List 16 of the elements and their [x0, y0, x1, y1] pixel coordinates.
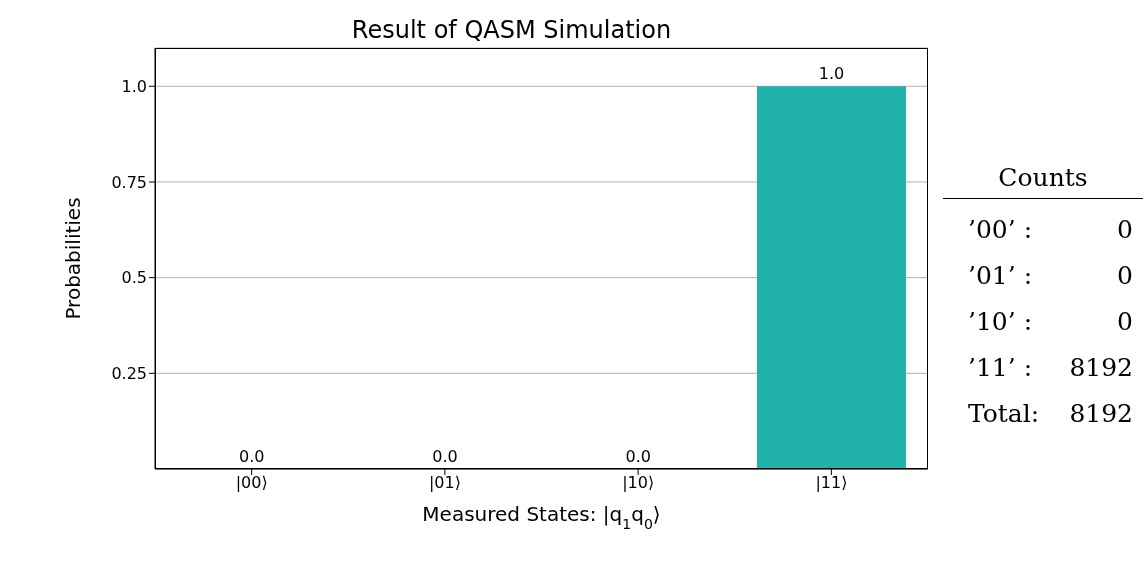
chart-title: Result of QASM Simulation: [351, 16, 672, 44]
x-axis-title: Measured States: |q$_{1}$q$_{0}$⟩: [422, 502, 661, 532]
x-tick-label: |00⟩: [235, 473, 268, 493]
data-label: 0.0: [625, 446, 651, 466]
y-axis-title: Probabilities: [61, 197, 86, 320]
y-tick-label: 0.5: [121, 268, 147, 288]
y-tick-label: 0.25: [111, 364, 147, 383]
y-tick-label: 1.0: [121, 76, 147, 96]
data-label: 0.0: [239, 446, 265, 466]
data-label: 1.0: [818, 64, 845, 84]
x-tick-label: |10⟩: [622, 473, 655, 493]
data-label: 0.0: [432, 446, 458, 466]
x-tick-label: |11⟩: [815, 473, 848, 493]
y-tick-label: 0.75: [111, 172, 147, 192]
x-tick-label: |01⟩: [428, 473, 461, 493]
counts-table: Counts ’00’ : 0 ’01’ : 0 ’10’ : 0 ’11’ : 8192 Total: 8192: [943, 163, 1143, 437]
